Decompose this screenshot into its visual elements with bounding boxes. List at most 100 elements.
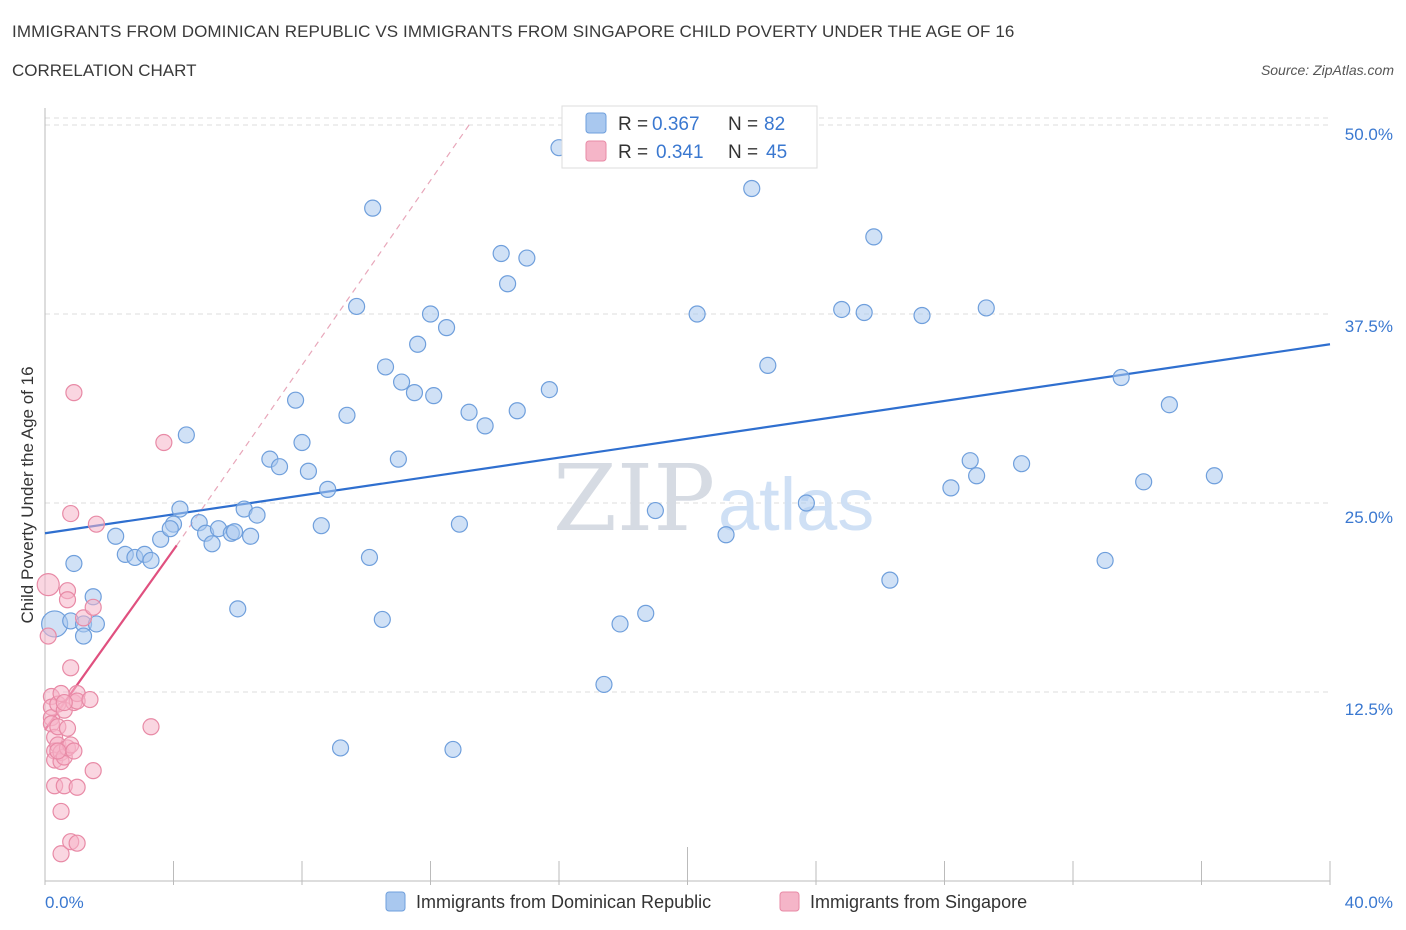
point-dominican-republic[interactable]: [203, 535, 221, 553]
point-singapore[interactable]: [58, 591, 77, 609]
point-dominican-republic[interactable]: [161, 520, 179, 538]
point-dominican-republic[interactable]: [499, 275, 517, 293]
point-dominican-republic[interactable]: [444, 740, 462, 759]
point-singapore[interactable]: [52, 845, 70, 863]
point-dominican-republic[interactable]: [74, 627, 93, 645]
point-dominican-republic[interactable]: [492, 244, 510, 263]
point-dominican-republic[interactable]: [299, 462, 318, 480]
point-dominican-republic[interactable]: [142, 551, 160, 570]
point-singapore[interactable]: [62, 659, 80, 677]
point-dominican-republic[interactable]: [286, 391, 305, 409]
point-dominican-republic[interactable]: [177, 426, 195, 444]
point-dominican-republic[interactable]: [1205, 467, 1223, 485]
point-dominican-republic[interactable]: [338, 406, 356, 424]
point-dominican-republic[interactable]: [977, 299, 995, 317]
point-dominican-republic[interactable]: [405, 384, 424, 402]
point-singapore[interactable]: [55, 693, 73, 712]
point-singapore[interactable]: [142, 718, 160, 736]
point-dominican-republic[interactable]: [389, 450, 407, 468]
bottom-legend-swatch-blue[interactable]: [385, 891, 406, 912]
point-dominican-republic[interactable]: [171, 500, 189, 518]
point-dominican-republic[interactable]: [425, 387, 443, 405]
point-singapore[interactable]: [68, 834, 86, 852]
point-dominican-republic[interactable]: [508, 402, 526, 420]
point-singapore[interactable]: [49, 742, 67, 760]
point-dominican-republic[interactable]: [460, 403, 478, 421]
point-dominican-republic[interactable]: [688, 305, 706, 323]
bottom-legend-label-pink[interactable]: Immigrants from Singapore: [810, 892, 1027, 912]
point-dominican-republic[interactable]: [107, 527, 125, 545]
point-singapore[interactable]: [87, 515, 106, 533]
point-singapore[interactable]: [155, 433, 173, 452]
point-dominican-republic[interactable]: [450, 515, 469, 533]
point-singapore[interactable]: [84, 762, 102, 780]
point-dominican-republic[interactable]: [1096, 551, 1114, 570]
point-dominican-republic[interactable]: [152, 530, 170, 548]
point-dominican-republic[interactable]: [611, 615, 629, 633]
data-points: [36, 139, 1223, 863]
point-dominican-republic[interactable]: [1012, 455, 1031, 473]
point-dominican-republic[interactable]: [360, 548, 379, 567]
point-dominican-republic[interactable]: [476, 417, 494, 435]
legend-n-value-pink: 45: [766, 142, 787, 163]
point-dominican-republic[interactable]: [1135, 473, 1153, 491]
legend-n-value-blue: 82: [764, 114, 785, 135]
point-dominican-republic[interactable]: [364, 199, 382, 217]
y-tick-label-12-5: 12.5%: [1345, 700, 1393, 719]
point-dominican-republic[interactable]: [743, 179, 761, 198]
bottom-legend-swatch-pink[interactable]: [779, 891, 800, 912]
point-dominican-republic[interactable]: [331, 739, 350, 757]
point-dominican-republic[interactable]: [270, 458, 289, 476]
point-dominican-republic[interactable]: [1160, 396, 1178, 414]
point-dominican-republic[interactable]: [961, 452, 979, 470]
point-dominican-republic[interactable]: [833, 300, 851, 319]
point-dominican-republic[interactable]: [942, 479, 960, 497]
point-singapore[interactable]: [58, 719, 77, 737]
point-dominican-republic[interactable]: [595, 675, 613, 694]
point-singapore[interactable]: [62, 504, 80, 523]
point-singapore[interactable]: [74, 609, 93, 627]
point-dominican-republic[interactable]: [242, 527, 260, 545]
point-dominican-republic[interactable]: [518, 249, 536, 267]
point-dominican-republic[interactable]: [1112, 368, 1130, 387]
point-dominican-republic[interactable]: [65, 554, 83, 573]
point-singapore[interactable]: [65, 384, 83, 402]
point-singapore[interactable]: [52, 802, 70, 821]
legend-swatch-pink: [585, 140, 607, 162]
point-singapore[interactable]: [39, 627, 57, 645]
point-dominican-republic[interactable]: [312, 517, 330, 535]
point-dominican-republic[interactable]: [376, 358, 395, 376]
bottom-legend-label-blue[interactable]: Immigrants from Dominican Republic: [416, 892, 711, 912]
point-dominican-republic[interactable]: [392, 373, 411, 391]
point-dominican-republic[interactable]: [229, 600, 247, 618]
point-dominican-republic[interactable]: [968, 467, 986, 485]
point-dominican-republic[interactable]: [421, 305, 440, 323]
point-dominican-republic[interactable]: [797, 494, 815, 512]
point-dominican-republic[interactable]: [348, 297, 366, 316]
point-singapore[interactable]: [81, 690, 99, 709]
point-dominican-republic[interactable]: [225, 523, 244, 541]
point-dominican-republic[interactable]: [437, 319, 456, 337]
point-singapore[interactable]: [65, 742, 83, 760]
point-dominican-republic[interactable]: [540, 381, 558, 399]
watermark-atlas: atlas: [718, 463, 874, 546]
point-dominican-republic[interactable]: [293, 433, 311, 452]
point-dominican-republic[interactable]: [409, 335, 427, 353]
y-tick-label-50: 50.0%: [1345, 125, 1393, 144]
point-dominican-republic[interactable]: [373, 610, 391, 629]
point-singapore[interactable]: [68, 778, 86, 796]
point-dominican-republic[interactable]: [646, 501, 664, 520]
point-singapore[interactable]: [36, 573, 60, 597]
point-dominican-republic[interactable]: [855, 303, 873, 322]
point-dominican-republic[interactable]: [865, 228, 883, 246]
point-dominican-republic[interactable]: [637, 604, 655, 622]
point-dominican-republic[interactable]: [319, 480, 337, 498]
axes: [44, 108, 1331, 885]
point-dominican-republic[interactable]: [248, 506, 266, 524]
point-dominican-republic[interactable]: [881, 571, 899, 589]
point-dominican-republic[interactable]: [913, 306, 931, 325]
point-dominican-republic[interactable]: [717, 526, 735, 544]
point-dominican-republic[interactable]: [759, 356, 777, 375]
point-singapore[interactable]: [84, 598, 102, 616]
